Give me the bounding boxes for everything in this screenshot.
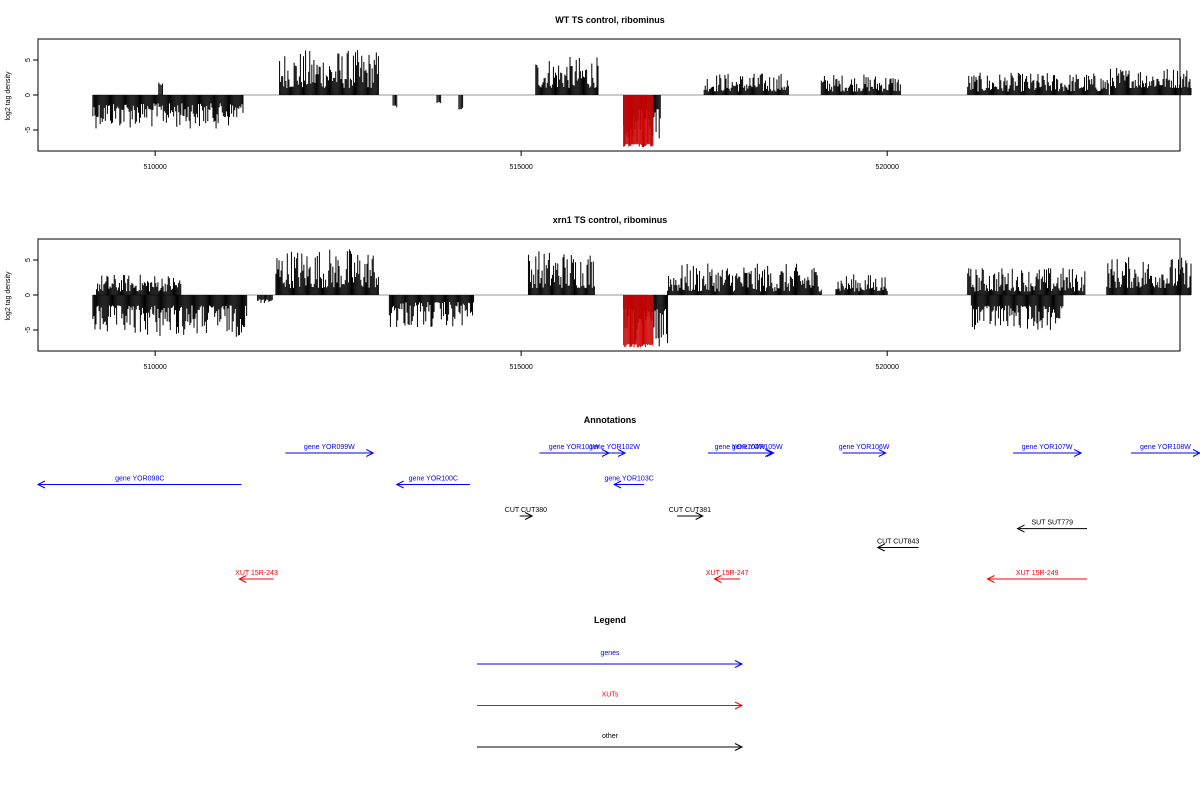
y-tick-label: 5: [25, 258, 32, 262]
signal-region: [820, 74, 901, 95]
feature-arrow: [519, 512, 534, 520]
xrn1-track-panel: xrn1 TS control, ribominus log2 tag dens…: [5, 215, 1192, 371]
annotation-features: gene YOR098C gene YOR099W gene YOR100C gene…: [36, 444, 1200, 583]
feature-label: CUT CUT843: [877, 539, 919, 546]
x-tick-label: 510000: [143, 164, 166, 171]
wt-panel-title: WT TS control, ribominus: [555, 15, 665, 25]
signal-region: [279, 50, 379, 95]
signal-region: [392, 95, 398, 108]
feature-arrow: [1130, 449, 1200, 457]
feature-label: gene YOR098C: [115, 476, 164, 483]
legend-panel: Legend genes XUTs other: [477, 615, 744, 751]
x-tick-label: 510000: [143, 364, 166, 371]
signal-region: [92, 295, 248, 337]
wt-y-axis-label: log2 tag density: [5, 71, 12, 121]
feature-label: SUT SUT779: [1032, 520, 1074, 527]
feature-label: gene YOR101W: [549, 444, 600, 451]
annotations-title: Annotations: [584, 415, 637, 425]
feature-arrow: [1013, 449, 1083, 457]
xrn1-panel-title: xrn1 TS control, ribominus: [553, 215, 668, 225]
signal-region: [835, 274, 888, 295]
legend-arrow: [477, 701, 744, 710]
feature-label: CUT CUT381: [669, 507, 711, 514]
y-tick-label: -5: [25, 127, 32, 133]
x-tick-label: 520000: [875, 164, 898, 171]
signal-region: [96, 274, 182, 295]
feature-arrow: [395, 480, 470, 489]
signal-region: [623, 295, 654, 348]
feature-arrow: [876, 543, 919, 552]
legend-label: XUTs: [602, 692, 619, 699]
signal-region: [667, 263, 822, 295]
xrn1-signal-bars: [92, 249, 1192, 348]
signal-region: [527, 251, 595, 295]
signal-region: [623, 95, 654, 148]
x-tick-label: 515000: [509, 364, 532, 371]
feature-label: gene YOR106W: [839, 444, 890, 451]
feature-label: CUT CUT380: [505, 507, 547, 514]
signal-region: [970, 295, 1064, 330]
feature-arrow: [842, 449, 887, 457]
signal-region: [535, 56, 599, 95]
wt-axes: -5 0 5 510000 515000 520000: [25, 58, 899, 171]
feature-label: XUT 15R-249: [1016, 570, 1059, 577]
y-tick-label: -5: [25, 327, 32, 333]
feature-label: XUT 15R-247: [706, 570, 749, 577]
signal-region: [275, 249, 379, 295]
legend-items: genes XUTs other: [477, 650, 744, 751]
legend-arrow: [477, 660, 744, 668]
feature-label: gene YOR103C: [604, 476, 653, 483]
signal-region: [436, 95, 442, 104]
signal-region: [92, 95, 244, 129]
signal-region: [1109, 68, 1192, 95]
signal-region: [703, 73, 789, 95]
y-tick-label: 0: [25, 293, 32, 297]
x-tick-label: 520000: [875, 364, 898, 371]
legend-arrow: [477, 743, 744, 751]
legend-label: genes: [600, 650, 620, 657]
wt-track-panel: WT TS control, ribominus log2 tag densit…: [5, 15, 1192, 171]
feature-arrow: [285, 449, 375, 457]
feature-arrow: [1016, 524, 1088, 533]
y-tick-label: 5: [25, 58, 32, 62]
feature-arrow: [613, 480, 645, 489]
feature-arrow: [740, 449, 775, 457]
feature-arrow: [677, 512, 704, 520]
signal-region: [967, 72, 1109, 95]
xrn1-y-axis-label: log2 tag density: [5, 271, 12, 321]
signal-region: [1106, 257, 1192, 295]
feature-label: gene YOR108W: [1140, 444, 1191, 451]
feature-label: XUT 15R-243: [235, 570, 278, 577]
feature-label: gene YOR100C: [409, 476, 458, 483]
x-tick-label: 515000: [509, 164, 532, 171]
xrn1-axes: -5 0 5 510000 515000 520000: [25, 258, 899, 371]
signal-region: [388, 295, 475, 328]
feature-label: gene YOR107W: [1022, 444, 1073, 451]
feature-label: gene YOR105W: [732, 444, 783, 451]
feature-arrow: [986, 575, 1088, 583]
feature-label: gene YOR104W: [715, 444, 766, 451]
signal-region: [257, 295, 273, 304]
signal-region: [967, 268, 1086, 295]
feature-label: gene YOR099W: [304, 444, 355, 451]
feature-arrow: [36, 480, 242, 489]
feature-arrow: [713, 575, 741, 583]
feature-arrow: [603, 449, 627, 457]
legend-title: Legend: [594, 615, 626, 625]
wt-signal-bars: [92, 50, 1192, 148]
y-tick-label: 0: [25, 93, 32, 97]
signal-region: [458, 95, 464, 110]
signal-region: [158, 82, 163, 95]
feature-label: gene YOR102W: [589, 444, 640, 451]
legend-label: other: [602, 733, 619, 740]
feature-arrow: [238, 575, 274, 583]
